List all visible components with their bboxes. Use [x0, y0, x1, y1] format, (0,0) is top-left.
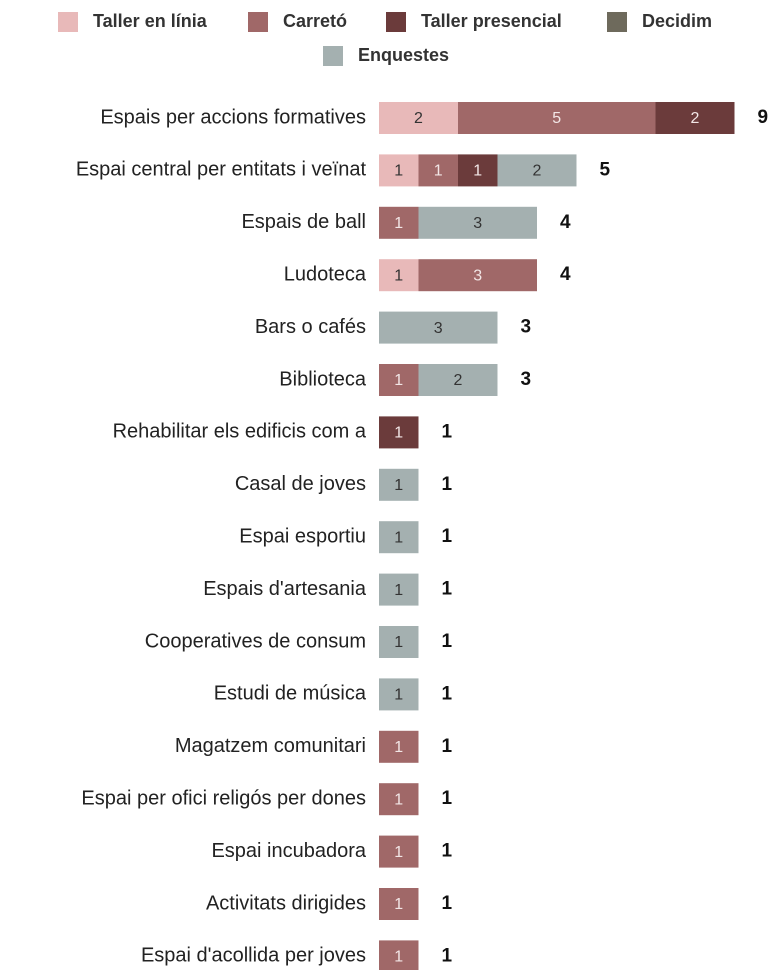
- bar-segment: [379, 940, 419, 970]
- segment-label: 1: [394, 529, 403, 546]
- segment-label: 3: [473, 215, 482, 232]
- bar-segment: [418, 154, 458, 187]
- segment-label: 1: [473, 163, 482, 180]
- segment-label: 1: [394, 215, 403, 232]
- category-label: Casal de joves: [235, 473, 366, 495]
- segment-label: 3: [473, 267, 482, 284]
- category-label: Biblioteca: [279, 368, 367, 390]
- total-label: 4: [560, 264, 571, 285]
- bar-segment: [379, 835, 419, 868]
- category-label: Activitats dirigides: [206, 892, 366, 914]
- segment-label: 5: [552, 110, 561, 127]
- total-label: 1: [442, 893, 453, 914]
- category-label: Estudi de música: [214, 683, 367, 705]
- legend-swatch: [58, 12, 78, 32]
- total-label: 1: [442, 841, 453, 862]
- total-label: 1: [442, 945, 453, 966]
- segment-label: 2: [691, 110, 700, 127]
- bar-segment: [379, 626, 419, 658]
- category-label: Rehabilitar els edificis com a: [113, 421, 367, 443]
- bar-segment: [379, 783, 419, 816]
- bar-segment: [379, 311, 498, 344]
- total-label: 5: [600, 159, 611, 180]
- category-label: Bars o cafés: [255, 316, 366, 338]
- segment-label: 1: [434, 163, 443, 180]
- segment-label: 1: [394, 896, 403, 913]
- total-label: 9: [758, 107, 769, 128]
- bar-segment: [497, 154, 577, 187]
- bar-segment: [418, 206, 537, 239]
- bar-segment: [418, 259, 537, 292]
- bar-segment: [379, 573, 419, 606]
- category-label: Espai d'acollida per joves: [141, 945, 366, 967]
- segment-label: 1: [394, 687, 403, 704]
- bar-segment: [418, 364, 498, 396]
- total-label: 1: [442, 526, 453, 547]
- legend-label: Taller presencial: [421, 11, 562, 31]
- bar-segment: [379, 888, 419, 920]
- total-label: 1: [442, 736, 453, 757]
- category-label: Espai esportiu: [239, 525, 366, 547]
- segment-label: 1: [394, 844, 403, 861]
- legend-label: Decidim: [642, 11, 712, 31]
- bar-segment: [379, 259, 419, 292]
- bar-segment: [458, 102, 656, 134]
- segment-label: 1: [394, 163, 403, 180]
- bar-segment: [379, 364, 419, 396]
- segment-label: 1: [394, 425, 403, 442]
- category-label: Espai incubadora: [211, 840, 366, 862]
- bar-segment: [379, 730, 419, 763]
- category-label: Espais de ball: [241, 211, 366, 233]
- category-label: Espais per accions formatives: [100, 106, 366, 128]
- bar-segment: [379, 154, 419, 187]
- total-label: 1: [442, 579, 453, 600]
- bar-segment: [458, 154, 498, 187]
- segment-label: 2: [533, 163, 542, 180]
- segment-label: 1: [394, 791, 403, 808]
- category-label: Ludoteca: [284, 263, 367, 285]
- total-label: 1: [442, 683, 453, 704]
- segment-label: 1: [394, 634, 403, 651]
- segment-label: 1: [394, 267, 403, 284]
- total-label: 1: [442, 788, 453, 809]
- category-label: Espais d'artesania: [203, 578, 367, 600]
- bar-segment: [379, 521, 419, 554]
- total-label: 3: [521, 317, 532, 338]
- segment-label: 3: [434, 320, 443, 337]
- total-label: 1: [442, 631, 453, 652]
- bar-segment: [379, 102, 458, 134]
- segment-label: 2: [414, 110, 423, 127]
- bar-segment: [379, 416, 419, 449]
- legend-label: Carretó: [283, 11, 347, 31]
- legend-swatch: [386, 12, 406, 32]
- segment-label: 1: [394, 739, 403, 756]
- segment-label: 1: [394, 372, 403, 389]
- segment-label: 1: [394, 477, 403, 494]
- segment-label: 2: [454, 372, 463, 389]
- legend-swatch: [607, 12, 627, 32]
- total-label: 3: [521, 369, 532, 390]
- legend-swatch: [248, 12, 268, 32]
- legend-label: Enquestes: [358, 45, 449, 65]
- total-label: 1: [442, 421, 453, 442]
- category-label: Espai central per entitats i veïnat: [76, 159, 367, 181]
- bar-segment: [379, 206, 419, 239]
- segment-label: 1: [394, 582, 403, 599]
- bar-segment: [655, 102, 735, 134]
- segment-label: 1: [394, 949, 403, 966]
- total-label: 1: [442, 474, 453, 495]
- category-label: Cooperatives de consum: [145, 630, 366, 652]
- legend-label: Taller en línia: [93, 11, 208, 31]
- category-label: Espai per ofici religós per dones: [81, 787, 366, 809]
- bar-segment: [379, 678, 419, 711]
- bar-segment: [379, 468, 419, 501]
- category-label: Magatzem comunitari: [175, 735, 366, 757]
- total-label: 4: [560, 212, 571, 233]
- legend-swatch: [323, 46, 343, 66]
